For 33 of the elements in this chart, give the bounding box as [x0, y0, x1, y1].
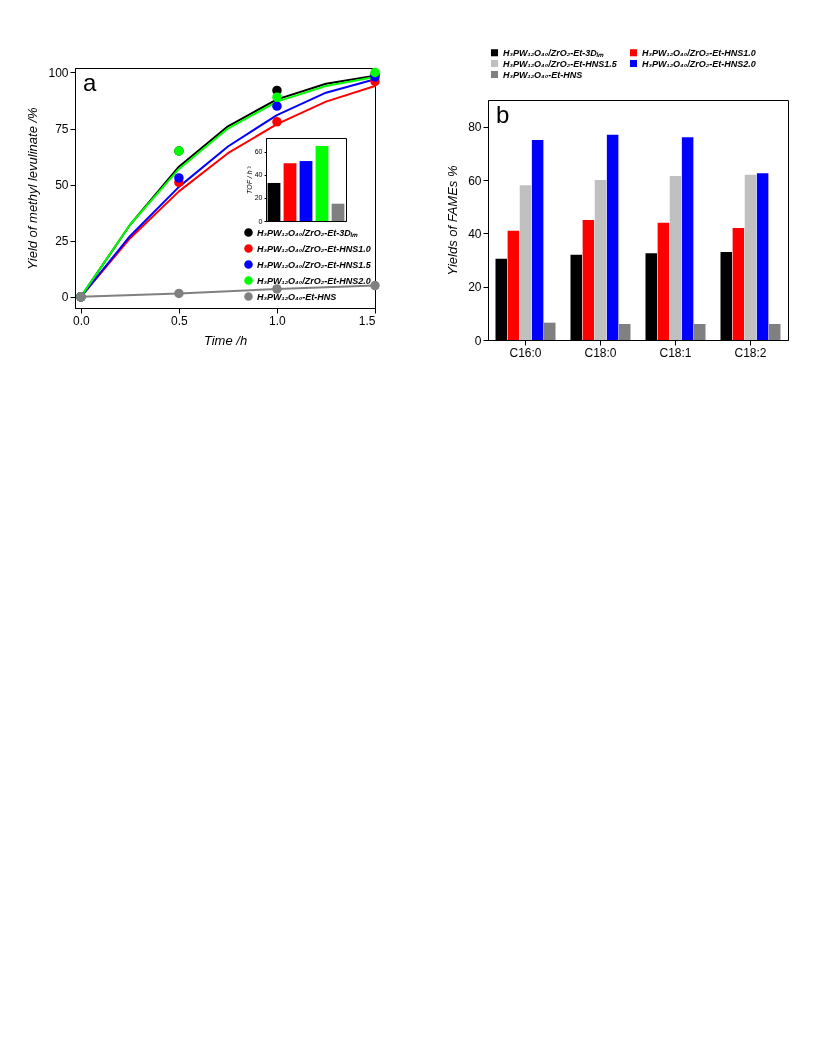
legend-label: H₃PW₁₂O₄₀/ZrO₂-Et-HNS2.0 [642, 58, 756, 69]
annotation: b [496, 101, 510, 128]
legend-label: H₃PW₁₂O₄₀/ZrO₂-Et-3Dᵢₘ [503, 47, 605, 58]
legend-label: H₃PW₁₂O₄₀/ZrO₂-Et-HNS2.0 [257, 275, 371, 286]
legend-label: H₃PW₁₂O₄₀/ZrO₂-Et-HNS1.0 [642, 47, 756, 58]
legend-label: H₃PW₁₂O₄₀/ZrO₂-Et-3Dᵢₘ [257, 227, 359, 238]
y-tick-label: 100 [48, 65, 69, 80]
x-tick-label: 0.0 [73, 313, 91, 328]
x-tick-label: C16:0 [509, 345, 542, 360]
x-tick-label: C18:0 [584, 345, 617, 360]
y-tick-label: 60 [468, 173, 482, 188]
x-tick-label: C18:1 [659, 345, 692, 360]
x-axis-title: Time /h [203, 332, 248, 348]
y-tick-label: 20 [468, 280, 482, 295]
legend-label: H₃PW₁₂O₄₀/ZrO₂-Et-HNS1.5 [257, 259, 372, 270]
legend-label: H₃PW₁₂O₄₀-Et-HNS [503, 69, 583, 80]
legend-label: H₃PW₁₂O₄₀-Et-HNS [257, 291, 337, 302]
y-tick-label: 40 [468, 226, 482, 241]
y-axis-title: Yield of methyl levulinate /% [25, 107, 41, 270]
x-tick-label: 1.5 [358, 313, 376, 328]
annotation: a [83, 69, 97, 96]
y-tick-label: 0 [474, 333, 482, 348]
y-tick-label: 0 [61, 290, 69, 305]
legend-label: H₃PW₁₂O₄₀/ZrO₂-Et-HNS1.0 [257, 243, 371, 254]
y-tick-label: 80 [468, 120, 482, 135]
y-tick-label: 50 [55, 178, 69, 193]
x-tick-label: 1.0 [269, 313, 287, 328]
x-tick-label: C18:2 [734, 345, 767, 360]
legend-label: H₃PW₁₂O₄₀/ZrO₂-Et-HNS1.5 [503, 58, 618, 69]
x-tick-label: 0.5 [171, 313, 189, 328]
y-axis-title: Yields of FAMEs % [445, 165, 461, 276]
y-tick-label: 75 [55, 122, 69, 137]
y-tick-label: 25 [55, 234, 69, 249]
